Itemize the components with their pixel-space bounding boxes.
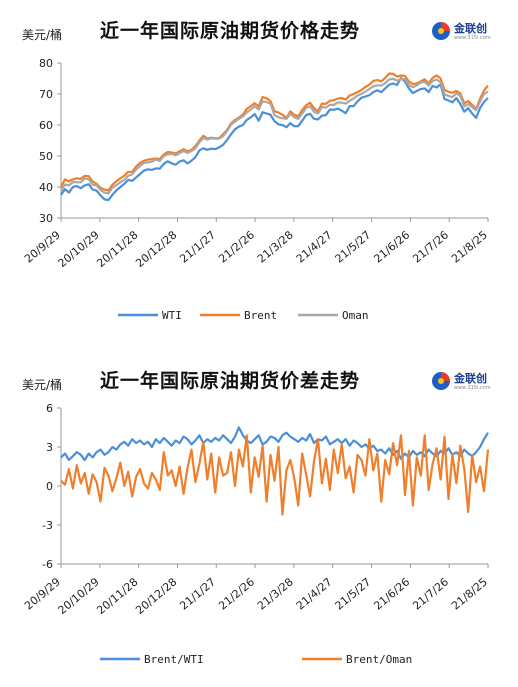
- x-tick-label: 20/12/28: [133, 575, 179, 617]
- x-tick-label: 20/12/28: [133, 228, 179, 270]
- logo-name: 金联创: [454, 372, 487, 385]
- y-tick-label: -3: [42, 519, 53, 532]
- x-tick-label: 21/4/27: [294, 575, 335, 612]
- x-tick-label: 21/6/26: [371, 228, 412, 265]
- x-tick-label: 21/5/27: [333, 575, 374, 612]
- series-line-brent-wti: [60, 426, 489, 462]
- x-tick-label: 20/10/29: [56, 228, 102, 270]
- series-line-brent-oman: [60, 434, 490, 516]
- legend-label: Brent/WTI: [144, 653, 204, 666]
- y-axis-unit: 美元/桶: [22, 28, 63, 42]
- y-tick-label: 60: [39, 119, 53, 132]
- x-tick-label: 20/11/28: [94, 228, 140, 270]
- y-tick-label: 30: [39, 212, 53, 225]
- x-tick-label: 21/3/28: [255, 228, 296, 265]
- legend-label: WTI: [162, 309, 182, 322]
- y-tick-label: 3: [46, 441, 53, 454]
- logo-url: www.315i.com: [454, 35, 491, 41]
- brand-logo: 金联创 www.315i.com: [430, 368, 516, 398]
- x-tick-label: 21/5/27: [333, 228, 374, 265]
- series-line-wti: [60, 76, 489, 202]
- spread-line-chart: -6-303620/9/2920/10/2920/11/2820/12/2821…: [22, 402, 490, 666]
- chart-title: 近一年国际原油期货价差走势: [100, 370, 361, 392]
- y-tick-label: 80: [39, 57, 53, 70]
- x-tick-label: 21/1/27: [177, 575, 218, 612]
- x-tick-label: 21/4/27: [294, 228, 335, 265]
- y-tick-label: 40: [39, 181, 53, 194]
- jinlianchuang-logo-icon: [432, 22, 450, 40]
- series-line-brent: [60, 72, 489, 192]
- legend-label: Brent/Oman: [346, 653, 412, 666]
- y-tick-label: 0: [46, 480, 53, 493]
- price-chart-panel: 美元/桶 近一年国际原油期货价格走势 金联创 www.315i.com 30 40…: [0, 0, 518, 338]
- x-tick-label: 21/7/26: [410, 228, 451, 265]
- x-tick-label: 21/8/25: [449, 228, 490, 265]
- logo-url: www.315i.com: [454, 385, 491, 391]
- chart-title: 近一年国际原油期货价格走势: [100, 20, 361, 42]
- x-tick-label: 21/3/28: [255, 575, 296, 612]
- x-tick-label: 21/2/26: [216, 575, 257, 612]
- x-tick-label: 21/7/26: [410, 575, 451, 612]
- x-tick-label: 21/8/25: [449, 575, 490, 612]
- spread-chart-panel: 美元/桶 近一年国际原油期货价差走势 金联创 www.315i.com -6 -3…: [0, 350, 518, 687]
- x-tick-label: 20/10/29: [56, 575, 102, 617]
- y-tick-label: 70: [39, 88, 53, 101]
- x-tick-label: 20/11/28: [94, 575, 140, 617]
- legend-label: Oman: [342, 309, 369, 322]
- series-line-oman: [60, 77, 489, 195]
- y-tick-label: 50: [39, 150, 53, 163]
- brand-logo: 金联创 www.315i.com: [430, 18, 516, 48]
- price-line-chart: 30405060708020/9/2920/10/2920/11/2820/12…: [22, 57, 490, 322]
- y-tick-label: -6: [42, 558, 53, 571]
- logo-name: 金联创: [454, 22, 487, 35]
- x-tick-label: 21/2/26: [216, 228, 257, 265]
- y-axis-unit: 美元/桶: [22, 378, 63, 392]
- legend-label: Brent: [244, 309, 277, 322]
- y-tick-label: 6: [46, 402, 53, 415]
- jinlianchuang-logo-icon: [432, 372, 450, 390]
- x-tick-label: 21/6/26: [371, 575, 412, 612]
- x-tick-label: 21/1/27: [177, 228, 218, 265]
